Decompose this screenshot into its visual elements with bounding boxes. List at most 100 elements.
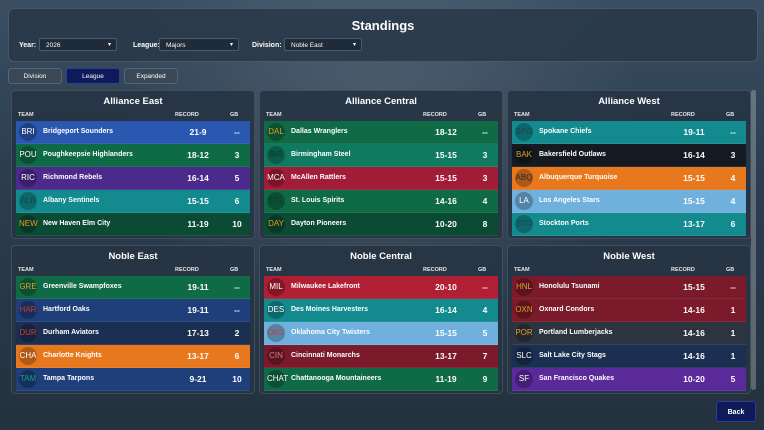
- team-row[interactable]: GRE Greenville Swampfoxes 19-11 --: [16, 276, 250, 299]
- team-row[interactable]: STO Stockton Ports 13-17 6: [512, 213, 746, 236]
- team-row[interactable]: SPO Spokane Chiefs 19-11 --: [512, 121, 746, 144]
- team-row[interactable]: DAL Dallas Wranglers 18-12 --: [264, 121, 498, 144]
- team-record: 18-12: [187, 150, 209, 160]
- team-name: New Haven Elm City: [43, 220, 111, 227]
- team-logo-icon: LA: [515, 192, 533, 210]
- league-value: Majors: [166, 42, 186, 49]
- division-title: Alliance East: [103, 96, 163, 107]
- team-record: 15-15: [187, 196, 209, 206]
- tab-league[interactable]: League: [66, 68, 120, 84]
- team-name: McAllen Rattlers: [291, 174, 346, 181]
- division-label: Division:: [252, 42, 282, 49]
- column-header-team: TEAM: [514, 112, 530, 118]
- team-name: Honolulu Tsunami: [539, 283, 600, 290]
- team-row[interactable]: CHAT Chattanooga Mountaineers 11-19 9: [264, 368, 498, 391]
- team-name: Spokane Chiefs: [539, 128, 592, 135]
- team-row[interactable]: OXN Oxnard Condors 14-16 1: [512, 299, 746, 322]
- team-record: 17-13: [187, 328, 209, 338]
- team-name: Albany Sentinels: [43, 197, 100, 204]
- team-logo-icon: HNL: [515, 278, 533, 296]
- team-record: 11-19: [435, 374, 457, 384]
- team-games-back: --: [482, 282, 488, 292]
- team-row[interactable]: POU Poughkeepsie Highlanders 18-12 3: [16, 144, 250, 167]
- team-name: Los Angeles Stars: [539, 197, 600, 204]
- team-row[interactable]: ALB Albany Sentinels 15-15 6: [16, 190, 250, 213]
- team-record: 15-15: [683, 196, 705, 206]
- team-row[interactable]: DES Des Moines Harvesters 16-14 4: [264, 299, 498, 322]
- team-logo-icon: MIL: [267, 278, 285, 296]
- team-games-back: 9: [482, 374, 488, 384]
- column-header-record: RECORD: [423, 267, 447, 273]
- team-games-back: 10: [232, 219, 242, 229]
- team-logo-icon: OXN: [515, 301, 533, 319]
- column-header-record: RECORD: [671, 267, 695, 273]
- team-name: Portland Lumberjacks: [539, 329, 613, 336]
- team-games-back: 5: [482, 328, 488, 338]
- standings-header: Standings Year: 2026 ▾ League: Majors ▾ …: [8, 8, 758, 62]
- team-row[interactable]: NEW New Haven Elm City 11-19 10: [16, 213, 250, 236]
- team-row[interactable]: SF San Francisco Quakes 10-20 5: [512, 368, 746, 391]
- league-select[interactable]: Majors ▾: [159, 38, 239, 51]
- team-record: 19-11: [683, 127, 705, 137]
- team-record: 16-14: [187, 173, 209, 183]
- team-logo-icon: RIC: [19, 169, 37, 187]
- team-name: Tampa Tarpons: [43, 375, 95, 382]
- column-header-team: TEAM: [266, 112, 282, 118]
- team-row[interactable]: HNL Honolulu Tsunami 15-15 --: [512, 276, 746, 299]
- tab-expanded[interactable]: Expanded: [124, 68, 178, 84]
- team-row[interactable]: RIC Richmond Rebels 16-14 5: [16, 167, 250, 190]
- team-row[interactable]: MCA McAllen Rattlers 15-15 3: [264, 167, 498, 190]
- team-row[interactable]: POR Portland Lumberjacks 14-16 1: [512, 322, 746, 345]
- tab-division[interactable]: Division: [8, 68, 62, 84]
- team-record: 10-20: [683, 374, 705, 384]
- column-header-gb: GB: [478, 267, 487, 273]
- team-record: 14-16: [683, 305, 705, 315]
- team-record: 14-16: [683, 328, 705, 338]
- team-row[interactable]: BIR Birmingham Steel 15-15 3: [264, 144, 498, 167]
- division-select[interactable]: Noble East ▾: [284, 38, 362, 51]
- team-row[interactable]: SLC Salt Lake City Stags 14-16 1: [512, 345, 746, 368]
- team-row[interactable]: STL St. Louis Spirits 14-16 4: [264, 190, 498, 213]
- team-row[interactable]: BRI Bridgeport Sounders 21-9 --: [16, 121, 250, 144]
- year-value: 2026: [46, 42, 61, 49]
- team-row[interactable]: CIN Cincinnati Monarchs 13-17 7: [264, 345, 498, 368]
- team-row[interactable]: ABQ Albuquerque Turquoise 15-15 4: [512, 167, 746, 190]
- team-name: Chattanooga Mountaineers: [291, 375, 382, 382]
- team-record: 13-17: [683, 219, 705, 229]
- team-row[interactable]: MIL Milwaukee Lakefront 20-10 --: [264, 276, 498, 299]
- team-logo-icon: DES: [267, 301, 285, 319]
- team-games-back: 4: [482, 305, 488, 315]
- team-games-back: 1: [730, 305, 736, 315]
- team-logo-icon: POR: [515, 324, 533, 342]
- year-select[interactable]: 2026 ▾: [39, 38, 117, 51]
- team-games-back: 4: [730, 173, 736, 183]
- team-name: St. Louis Spirits: [291, 197, 345, 204]
- team-row[interactable]: LA Los Angeles Stars 15-15 4: [512, 190, 746, 213]
- team-row[interactable]: HAR Hartford Oaks 19-11 --: [16, 299, 250, 322]
- team-record: 14-16: [683, 351, 705, 361]
- team-games-back: --: [234, 127, 240, 137]
- column-header-team: TEAM: [18, 112, 34, 118]
- team-logo-icon: POU: [19, 146, 37, 164]
- column-header-gb: GB: [726, 267, 735, 273]
- team-row[interactable]: DAY Dayton Pioneers 10-20 8: [264, 213, 498, 236]
- team-row[interactable]: OKC Oklahoma City Twisters 15-15 5: [264, 322, 498, 345]
- team-row[interactable]: BAK Bakersfield Outlaws 16-14 3: [512, 144, 746, 167]
- team-row[interactable]: DUR Durham Aviators 17-13 2: [16, 322, 250, 345]
- back-button[interactable]: Back: [716, 401, 756, 422]
- division-panel: Noble East TEAM RECORD GB GRE Greenville Swam…: [11, 245, 255, 394]
- team-record: 15-15: [683, 282, 705, 292]
- team-record: 13-17: [187, 351, 209, 361]
- team-logo-icon: NEW: [19, 215, 38, 233]
- team-record: 15-15: [435, 150, 457, 160]
- team-row[interactable]: CHA Charlotte Knights 13-17 6: [16, 345, 250, 368]
- chevron-down-icon: ▾: [229, 42, 233, 48]
- team-row[interactable]: TAM Tampa Tarpons 9-21 10: [16, 368, 250, 391]
- scrollbar[interactable]: [751, 90, 756, 390]
- division-title: Alliance West: [598, 96, 660, 107]
- column-header-gb: GB: [726, 112, 735, 118]
- team-name: Bakersfield Outlaws: [539, 151, 606, 158]
- team-logo-icon: BAK: [515, 146, 533, 164]
- team-games-back: 3: [730, 150, 736, 160]
- column-header-record: RECORD: [423, 112, 447, 118]
